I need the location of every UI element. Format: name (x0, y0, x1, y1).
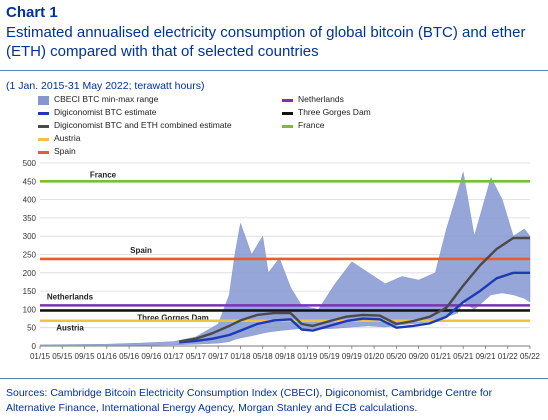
legend-label: Digiconomist BTC and ETH combined estima… (54, 120, 232, 130)
legend-swatch (282, 125, 293, 128)
x-tick-label: 05/15 (52, 352, 73, 361)
x-tick-label: 01/15 (30, 352, 51, 361)
x-tick-label: 01/17 (164, 352, 185, 361)
legend-swatch (38, 125, 49, 128)
x-tick-label: 09/20 (409, 352, 430, 361)
legend-label: France (298, 120, 325, 130)
y-tick-label: 350 (23, 214, 37, 223)
x-tick-label: 09/18 (275, 352, 296, 361)
x-tick-label: 01/19 (297, 352, 318, 361)
legend-label: Three Gorges Dam (298, 107, 371, 117)
cbeci-range-band (39, 172, 531, 346)
x-tick-label: 01/21 (431, 352, 452, 361)
x-tick-label: 05/16 (119, 352, 140, 361)
legend-swatch (38, 96, 49, 105)
x-tick-label: 01/16 (97, 352, 118, 361)
y-tick-label: 50 (27, 324, 36, 333)
y-tick-label: 100 (23, 305, 37, 314)
reference-line-label: Spain (130, 246, 152, 255)
legend-label: Spain (54, 146, 76, 156)
x-tick-label: 09/21 (475, 352, 496, 361)
x-tick-label: 01/22 (498, 352, 519, 361)
reference-line-label: France (90, 170, 117, 179)
x-tick-label: 05/19 (320, 352, 341, 361)
legend-swatch (282, 112, 293, 115)
chart-subtitle: (1 Jan. 2015-31 May 2022; terawatt hours… (6, 80, 205, 92)
x-tick-label: 05/21 (453, 352, 474, 361)
chart-number: Chart 1 (6, 4, 58, 21)
x-tick-label: 01/20 (364, 352, 385, 361)
x-tick-label: 09/19 (342, 352, 363, 361)
x-tick-label: 09/15 (75, 352, 96, 361)
reference-line-label: Three Gorges Dam (137, 313, 209, 322)
x-tick-label: 05/20 (386, 352, 407, 361)
legend-swatch (282, 99, 293, 102)
y-tick-label: 200 (23, 269, 37, 278)
reference-line-label: Netherlands (47, 292, 94, 301)
series-line-digiconomist-btc-and-eth-combined-estimate (178, 236, 530, 343)
y-tick-label: 150 (23, 287, 37, 296)
y-tick-label: 500 (23, 159, 37, 168)
y-tick-label: 450 (23, 177, 37, 186)
chart-plot: 0 50 100 150 200 250 300 350 400 450 500 01/15 05/15… (23, 159, 541, 361)
x-tick-label: 05/17 (186, 352, 207, 361)
y-tick-label: 0 (32, 342, 37, 351)
x-tick-label: 01/18 (230, 352, 251, 361)
legend-label: CBECI BTC min-max range (54, 94, 159, 104)
chart-legend: CBECI BTC min-max range Digiconomist BTC … (0, 0, 548, 160)
x-tick-label: 05/18 (253, 352, 274, 361)
legend-label: Austria (54, 133, 81, 143)
source-note: Sources: Cambridge Bitcoin Electricity C… (6, 387, 493, 414)
chart-title: Estimated annualised electricity consump… (6, 24, 526, 60)
y-tick-label: 400 (23, 196, 37, 205)
y-tick-label: 300 (23, 232, 37, 241)
reference-line-label: Austria (56, 324, 84, 333)
y-tick-label: 250 (23, 251, 37, 260)
x-tick-label: 05/22 (520, 352, 541, 361)
legend-label: Netherlands (298, 94, 344, 104)
series-line-digiconomist-btc-estimate (179, 271, 530, 344)
x-tick-label: 09/17 (208, 352, 229, 361)
legend-swatch (38, 151, 49, 154)
legend-swatch (38, 138, 49, 141)
legend-swatch (38, 112, 49, 115)
source-divider (0, 378, 548, 379)
legend-label: Digiconomist BTC estimate (54, 107, 157, 117)
title-divider (0, 70, 548, 71)
x-tick-label: 09/16 (141, 352, 162, 361)
